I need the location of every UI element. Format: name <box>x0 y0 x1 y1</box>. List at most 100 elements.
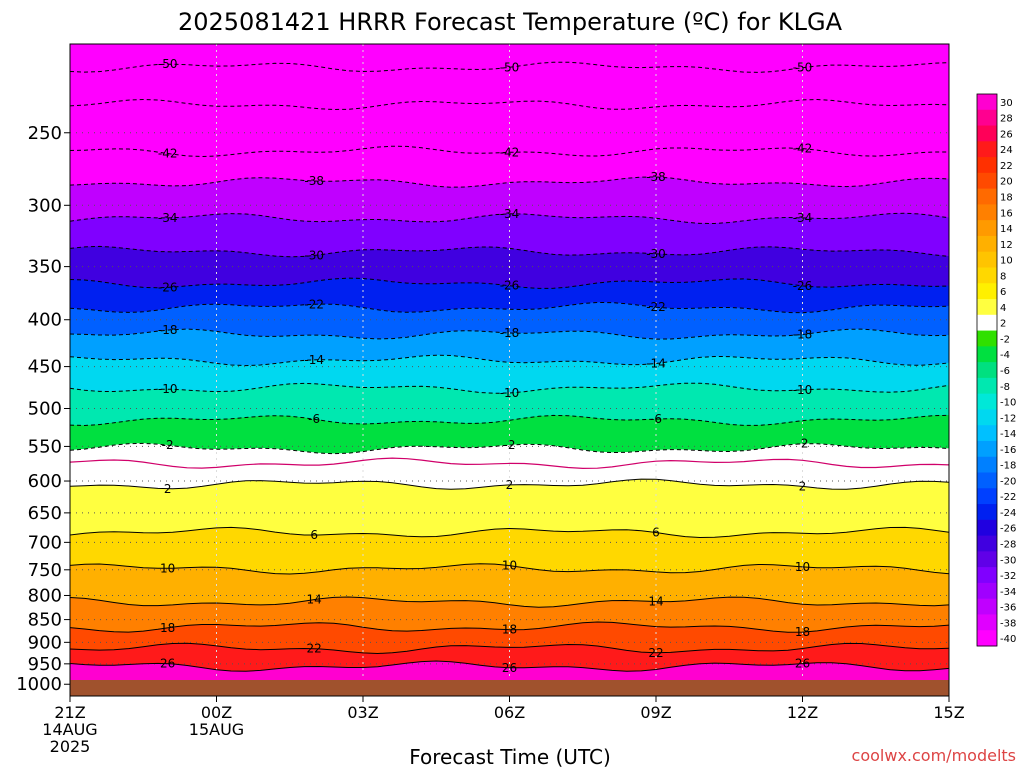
colorbar-swatch <box>977 614 997 631</box>
colorbar: 30 28 26 24 22 20 18 16 14 12 10 8 6 4 2 -2 -4 -6 -8 -10 -12… <box>976 93 1016 647</box>
colorbar-label: 30 <box>1000 98 1013 109</box>
colorbar-label: -14 <box>1000 429 1016 440</box>
colorbar-label: -24 <box>1000 508 1016 519</box>
contour-label: 22 <box>307 642 322 656</box>
colorbar-label: 24 <box>1000 145 1013 156</box>
colorbar-label: 28 <box>1000 114 1013 125</box>
contour-line <box>70 478 949 490</box>
colorbar-label: -18 <box>1000 461 1016 472</box>
contour-line <box>70 212 949 225</box>
contour-line <box>70 301 949 314</box>
plot-area: -50 -50 -50 -42 -42 -42 -38 -38 -34 -34 -34 -30 -30 -… <box>70 44 949 696</box>
contour-line <box>70 621 949 633</box>
contour-label: -38 <box>646 170 666 184</box>
colorbar-swatch <box>977 267 997 284</box>
x-tick-label: 00Z <box>201 703 232 722</box>
contour-label: -2 <box>797 437 809 451</box>
x-tick-label: 06Z <box>494 703 525 722</box>
y-tick-label: 350 <box>28 257 62 278</box>
colorbar-label: -38 <box>1000 618 1016 629</box>
x-tick-label: 2025 <box>50 737 91 756</box>
colorbar-swatch <box>977 567 997 584</box>
contour-label: -42 <box>793 142 813 156</box>
contour-label: -42 <box>158 147 178 161</box>
colorbar-label: 12 <box>1000 240 1013 251</box>
contour-line <box>70 596 949 608</box>
colorbar-label: 14 <box>1000 224 1013 235</box>
colorbar-label: 16 <box>1000 208 1013 219</box>
contour-label: -10 <box>500 386 520 400</box>
colorbar-swatch <box>977 393 997 410</box>
colorbar-label: 10 <box>1000 256 1013 267</box>
y-tick-label: 900 <box>28 632 62 653</box>
colorbar-label: -40 <box>1000 634 1016 645</box>
contour-line <box>70 442 949 455</box>
contour-label: -26 <box>500 279 520 293</box>
ground-surface <box>70 680 949 696</box>
colorbar-swatch <box>977 299 997 316</box>
y-tick-label: 950 <box>28 654 62 675</box>
colorbar-label: -2 <box>1000 334 1010 345</box>
contour-line <box>70 526 949 539</box>
colorbar-label: -12 <box>1000 413 1016 424</box>
contour-line <box>70 457 949 470</box>
colorbar-swatch <box>977 172 997 190</box>
colorbar-swatch <box>977 283 997 300</box>
colorbar-swatch <box>977 551 997 568</box>
x-tick-label: 14AUG <box>42 720 97 739</box>
x-tick-label: 03Z <box>347 703 378 722</box>
contour-label: -2 <box>504 438 516 452</box>
contour-line <box>70 563 949 575</box>
contour-label: -34 <box>158 211 178 225</box>
colorbar-label: 18 <box>1000 193 1013 204</box>
contour-line <box>70 660 949 672</box>
y-axis: 2503003504004505005506006507007508008509… <box>16 123 70 695</box>
colorbar-swatch <box>977 377 997 395</box>
colorbar-swatch <box>977 125 997 142</box>
x-tick-label: 21Z <box>54 703 85 722</box>
contour-label: -18 <box>158 323 178 337</box>
colorbar-label: 20 <box>1000 177 1013 188</box>
contour-label: 14 <box>648 595 663 609</box>
colorbar-label: 4 <box>1000 303 1006 314</box>
colorbar-label: -16 <box>1000 445 1016 456</box>
colorbar-label: -22 <box>1000 492 1016 503</box>
colorbar-label: -28 <box>1000 539 1016 550</box>
colorbar-swatch <box>977 220 997 237</box>
colorbar-swatch <box>977 235 997 253</box>
x-axis-label: Forecast Time (UTC) <box>409 745 611 768</box>
colorbar-swatch <box>977 314 997 332</box>
contour-label: 26 <box>160 657 175 671</box>
x-tick-label: 15Z <box>933 703 964 722</box>
contour-label: 2 <box>799 479 807 493</box>
colorbar-swatch <box>977 346 997 363</box>
contour-label: -30 <box>646 247 666 261</box>
colorbar-swatch <box>977 188 997 205</box>
x-tick-label: 15AUG <box>189 720 244 739</box>
contour-label: 14 <box>307 593 322 607</box>
colorbar-label: 2 <box>1000 319 1006 330</box>
y-tick-label: 650 <box>28 503 62 524</box>
colorbar-swatch <box>977 330 997 347</box>
x-tick-label: 12Z <box>787 703 818 722</box>
contour-label: 2 <box>164 482 172 496</box>
colorbar-swatch <box>977 519 997 537</box>
colorbar-label: -10 <box>1000 398 1016 409</box>
contour-label: 10 <box>160 561 175 575</box>
colorbar-swatch <box>977 456 997 474</box>
contour-lines: -50 -50 -50 -42 -42 -42 -38 -38 -34 -34 -34 -30 -30 -… <box>70 57 949 675</box>
colorbar-label: -34 <box>1000 587 1016 598</box>
colorbar-swatch <box>977 598 997 615</box>
colorbar-swatch <box>977 94 997 111</box>
contour-label: -26 <box>158 280 178 294</box>
colorbar-label: 6 <box>1000 287 1006 298</box>
contour-label: -14 <box>646 357 666 371</box>
contour-line <box>70 277 949 289</box>
contour-line <box>70 354 949 367</box>
colorbar-swatch <box>977 425 997 442</box>
colorbar-label: -32 <box>1000 571 1016 582</box>
credit-text: coolwx.com/modelts <box>852 746 1016 765</box>
contour-label: -50 <box>500 60 520 74</box>
colorbar-swatch <box>977 630 997 647</box>
